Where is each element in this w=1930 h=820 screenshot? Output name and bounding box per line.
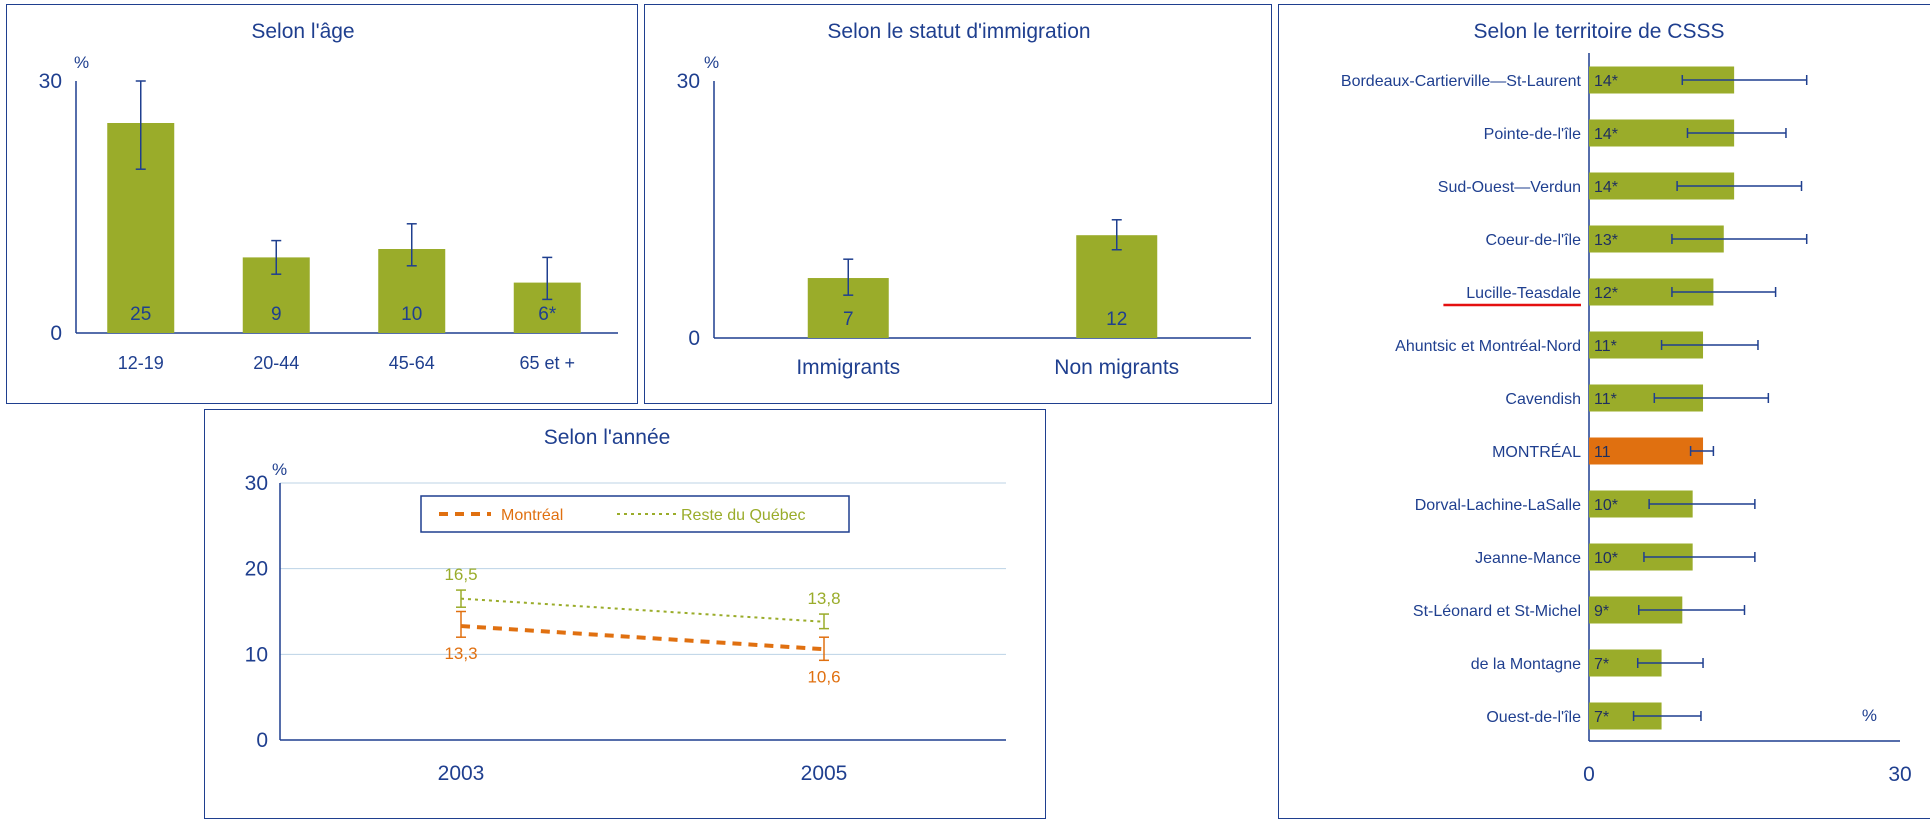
immigration-chart: Selon le statut d'immigration % 30 0 7 Immi… [677,20,1251,379]
x-tick-label: 0 [1583,763,1595,786]
age-chart-panel: Selon l'âge % 30 0 25 12-19 9 20-44 10 45-64 6* 6… [6,4,638,404]
bar-value-label: 12* [1594,285,1618,302]
bar [1076,235,1158,338]
x-tick-label: 45-64 [389,353,435,373]
bar-value-label: 11* [1594,338,1617,355]
bar-value-label: 10 [401,304,422,325]
bar-value-label: 14* [1594,179,1618,196]
bar-value-label: 10* [1594,497,1618,514]
y-tick-label: 30 [677,70,700,93]
csss-unit-label: % [1862,706,1877,725]
category-label: Dorval-Lachine-LaSalle [1415,497,1581,514]
age-unit-label: % [74,53,89,72]
immigration-unit-label: % [704,53,719,72]
x-tick-label: 30 [1888,763,1911,786]
bar-value-label: 14* [1594,73,1618,90]
legend-label-reste: Reste du Québec [681,507,806,524]
series-line-reste-du-quebec [460,597,825,623]
category-label: Sud-Ouest—Verdun [1438,179,1581,196]
category-label: Bordeaux-Cartierville—St-Laurent [1341,73,1582,90]
bar-value-label: 9 [271,304,282,325]
bar-value-label: 6* [538,304,557,325]
x-tick-label: 2005 [801,762,848,785]
y-tick-label: 0 [50,322,62,345]
x-tick-label: 12-19 [118,353,164,373]
category-label: Ahuntsic et Montréal-Nord [1395,338,1581,355]
category-label: Jeanne-Mance [1475,550,1581,567]
category-label: MONTRÉAL [1492,442,1581,461]
bar-value-label: 25 [130,304,151,325]
bar-value-label: 7 [843,309,854,330]
bar [1589,437,1704,465]
category-label: Cavendish [1505,391,1581,408]
year-chart: Selon l'année % 0 10 20 30 2003 2005 13,3 10,6 1… [245,426,1006,785]
year-chart-panel: Selon l'année % 0 10 20 30 2003 2005 13,3 10,6 1… [204,409,1046,819]
year-unit-label: % [272,460,287,479]
x-tick-label: Non migrants [1054,356,1179,379]
data-label-montreal: 10,6 [807,667,840,686]
year-chart-title: Selon l'année [544,426,671,449]
y-tick-label: 20 [245,558,268,581]
csss-chart-panel: Selon le territoire de CSSS % 0 30 14* Bord… [1278,4,1930,819]
bar-value-label: 12 [1106,309,1127,330]
age-chart-title: Selon l'âge [251,20,354,43]
y-tick-label: 30 [245,472,268,495]
csss-chart: Selon le territoire de CSSS % 0 30 14* Bord… [1341,20,1912,786]
x-tick-label: 20-44 [253,353,299,373]
x-tick-label: 65 et + [519,353,575,373]
bar-value-label: 9* [1594,603,1609,620]
legend-label-montreal: Montréal [501,507,563,524]
y-tick-label: 0 [688,327,700,350]
bar-value-label: 13* [1594,232,1618,249]
data-label-reste-du-quebec: 16,5 [444,565,477,584]
category-label: Pointe-de-l'île [1484,126,1581,143]
immigration-chart-panel: Selon le statut d'immigration % 30 0 7 Immi… [644,4,1272,404]
y-tick-label: 30 [39,70,62,93]
csss-chart-title: Selon le territoire de CSSS [1474,20,1725,43]
bar-value-label: 11 [1594,444,1611,461]
bar-value-label: 7* [1594,709,1609,726]
data-label-montreal: 13,3 [444,644,477,663]
category-label: St-Léonard et St-Michel [1413,603,1581,620]
year-legend: Montréal Reste du Québec [420,495,850,533]
bar-value-label: 11* [1594,391,1617,408]
data-label-reste-du-quebec: 13,8 [807,589,840,608]
series-line-montreal [460,624,825,652]
bar-value-label: 7* [1594,656,1609,673]
category-label: Coeur-de-l'île [1485,232,1581,249]
bar-value-label: 10* [1594,550,1618,567]
x-tick-label: 2003 [438,762,485,785]
category-label: de la Montagne [1471,656,1581,673]
category-label: Lucille-Teasdale [1466,285,1581,302]
immigration-chart-title: Selon le statut d'immigration [827,20,1090,43]
y-tick-label: 10 [245,643,268,666]
age-chart: Selon l'âge % 30 0 25 12-19 9 20-44 10 45-64 6* 6… [39,20,618,373]
category-label: Ouest-de-l'île [1486,709,1581,726]
y-tick-label: 0 [256,729,268,752]
x-tick-label: Immigrants [796,356,900,379]
bar-value-label: 14* [1594,126,1618,143]
legend-box [420,495,850,533]
